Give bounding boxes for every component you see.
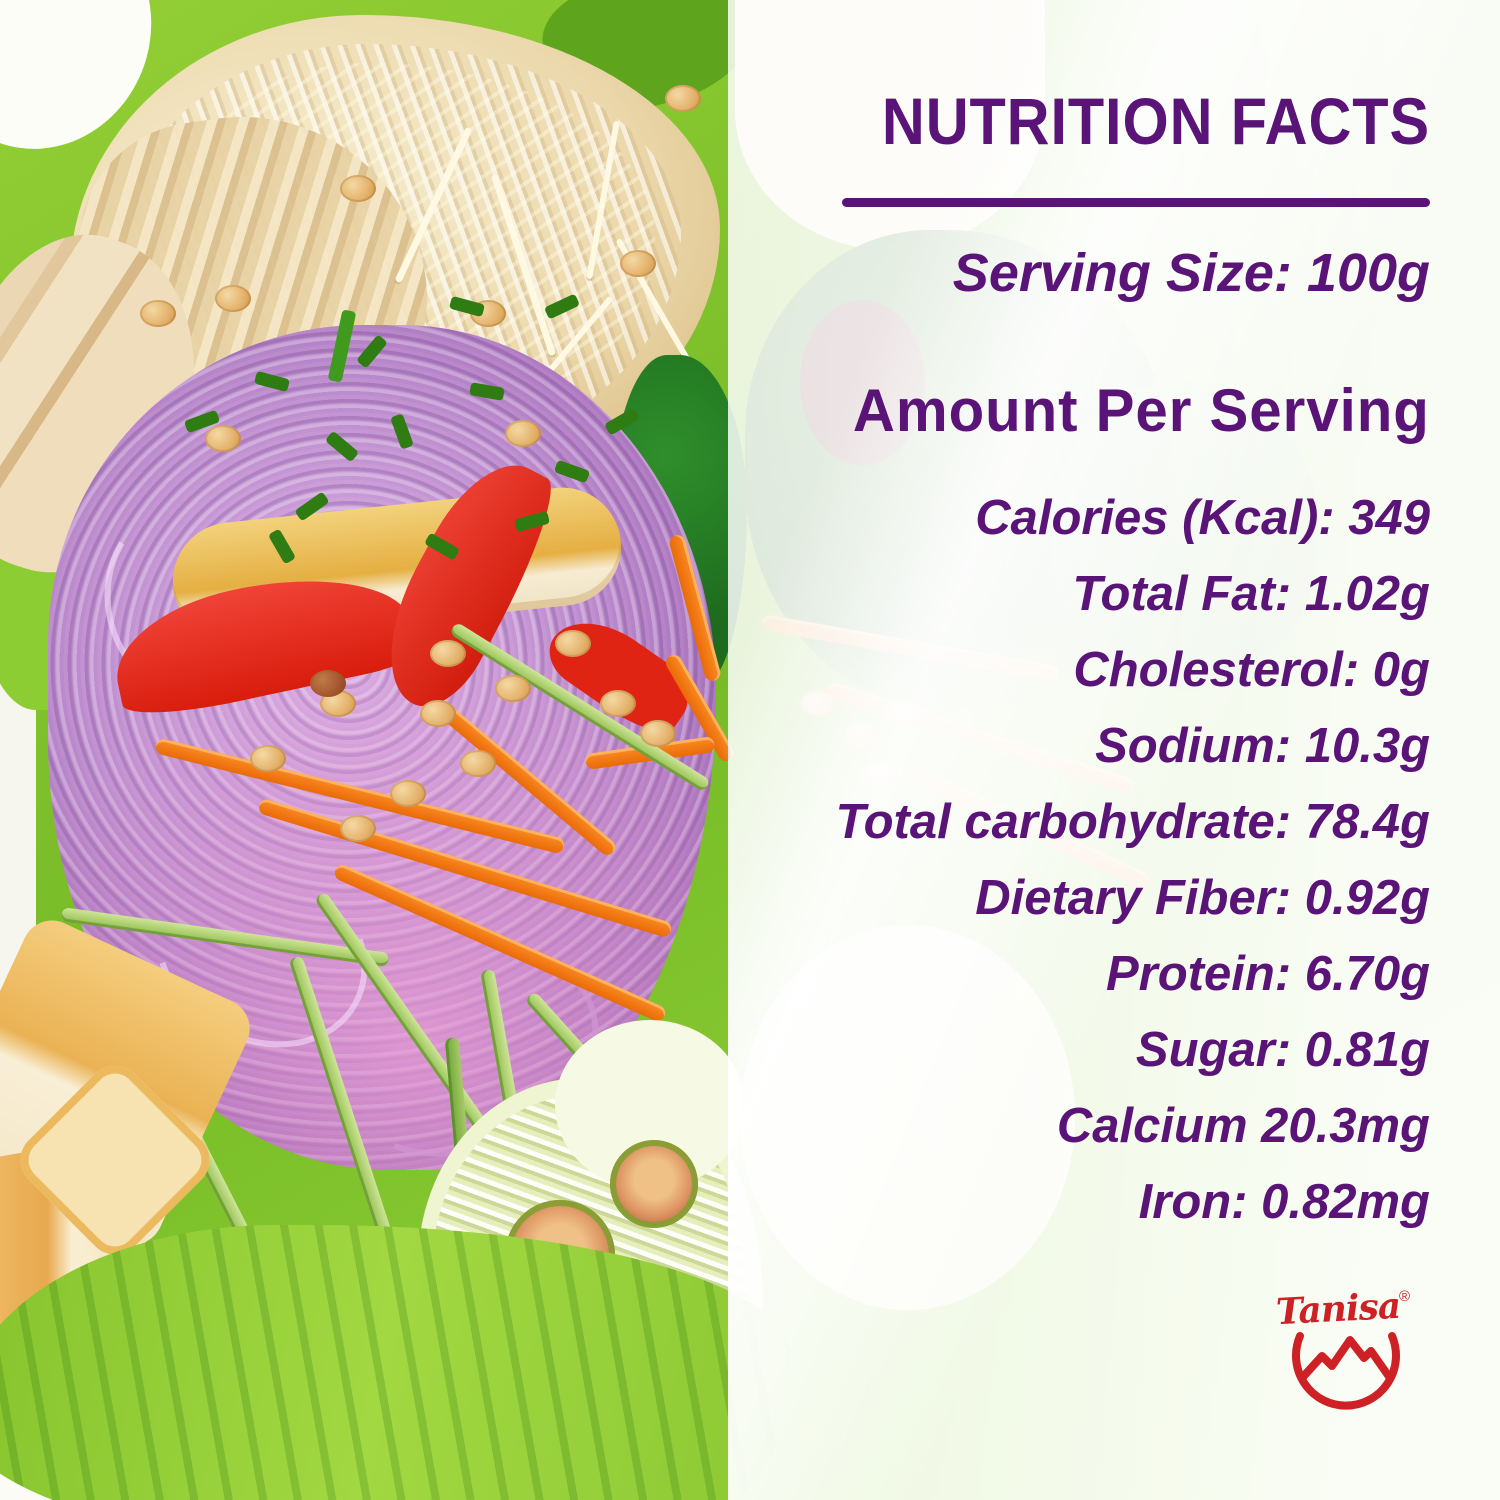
- nutrition-row: Total Fat: 1.02g: [1072, 567, 1430, 621]
- nutrition-row: Dietary Fiber: 0.92g: [975, 871, 1430, 925]
- peanut: [600, 690, 636, 717]
- amount-per-serving-heading: Amount Per Serving: [853, 377, 1430, 444]
- nutrition-rows: Calories (Kcal): 349 Total Fat: 1.02g Ch…: [835, 480, 1430, 1240]
- peanut: [495, 675, 531, 702]
- nutrition-row: Sugar: 0.81g: [1135, 1023, 1430, 1077]
- peanut: [215, 285, 251, 312]
- nutrition-row: Protein: 6.70g: [1105, 947, 1430, 1001]
- peanut: [555, 630, 591, 657]
- peanut: [620, 250, 656, 277]
- serving-size: Serving Size: 100g: [952, 243, 1430, 303]
- title-divider: [842, 198, 1430, 207]
- peanut: [665, 85, 701, 112]
- fig-slice: [610, 1140, 698, 1228]
- peanut: [340, 815, 376, 842]
- peanut: [640, 720, 676, 747]
- peanut: [505, 420, 541, 447]
- registered-trademark: ®: [1398, 1288, 1410, 1305]
- brand-logo: Tanisa ®: [1275, 1285, 1412, 1424]
- nutrition-row: Calcium 20.3mg: [1056, 1099, 1430, 1153]
- peanut: [205, 425, 241, 452]
- peanut: [430, 640, 466, 667]
- nutrition-row: Calories (Kcal): 349: [975, 491, 1430, 545]
- nutrition-row: Iron: 0.82mg: [1138, 1175, 1430, 1229]
- info-panel-backdrop: [728, 0, 1500, 1500]
- peanut: [250, 745, 286, 772]
- mountain-logo-icon: [1292, 1332, 1400, 1410]
- nutrition-row: Sodium: 10.3g: [1095, 719, 1430, 773]
- peanut: [310, 670, 346, 697]
- peanut: [390, 780, 426, 807]
- peanut: [460, 750, 496, 777]
- peanut: [140, 300, 176, 327]
- nutrition-row: Cholesterol: 0g: [1073, 643, 1430, 697]
- page-title: NUTRITION FACTS: [881, 84, 1430, 158]
- peanut: [420, 700, 456, 727]
- lettuce-leaf: [0, 1225, 790, 1500]
- peanut: [340, 175, 376, 202]
- nutrition-row: Total carbohydrate: 78.4g: [835, 795, 1430, 849]
